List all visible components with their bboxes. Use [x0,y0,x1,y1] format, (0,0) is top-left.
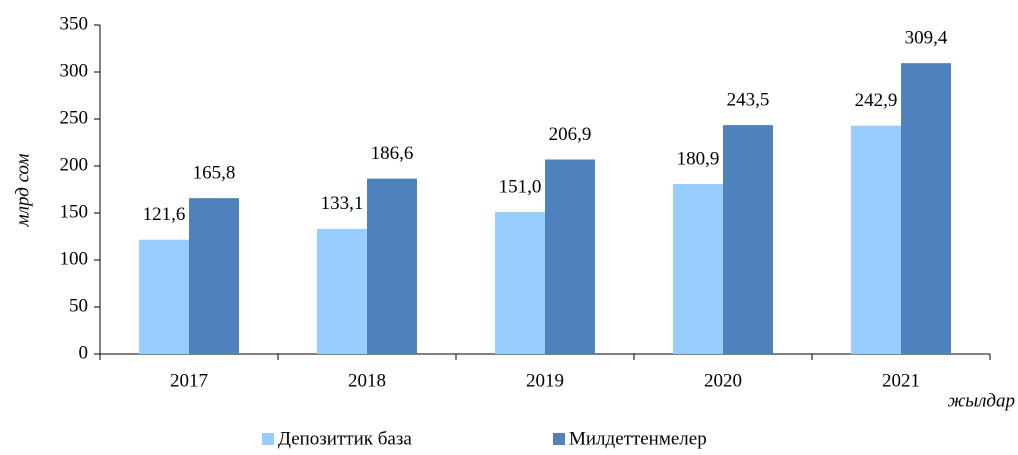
bar [545,159,595,354]
y-tick-label: 250 [60,107,89,128]
data-label: 133,1 [321,193,364,214]
legend-label: Милдеттенмелер [569,428,707,449]
legend-swatch [553,433,565,445]
data-label: 242,9 [855,90,898,111]
y-tick-label: 300 [60,60,89,81]
bar [189,198,239,354]
legend-label: Депозиттик база [278,428,412,449]
y-tick-label: 200 [60,154,89,175]
x-axis-label: жылдар [948,390,1015,411]
data-label: 180,9 [677,148,720,169]
data-label: 206,9 [549,124,592,145]
data-label: 165,8 [193,163,236,184]
bar [723,125,773,354]
data-label: 151,0 [499,176,542,197]
data-label: 243,5 [727,89,770,110]
x-tick-label: 2018 [348,370,386,391]
y-tick-label: 350 [60,13,89,34]
bar [851,125,901,354]
data-label: 309,4 [905,28,948,49]
x-tick-label: 2017 [170,370,208,391]
x-tick-label: 2021 [882,370,920,391]
y-tick-label: 100 [60,248,89,269]
data-label: 186,6 [371,143,414,164]
bar [901,63,951,354]
y-tick-label: 150 [60,201,89,222]
bar [317,228,367,354]
legend-swatch [262,433,274,445]
bar [673,183,723,354]
bar [495,212,545,354]
data-label: 121,6 [143,204,186,225]
bar [139,239,189,354]
y-tick-label: 50 [69,295,88,316]
bar [367,178,417,354]
y-tick-label: 0 [79,342,89,363]
y-axis-label: млрд сом [12,154,33,228]
x-tick-label: 2020 [704,370,742,391]
x-tick-label: 2019 [526,370,564,391]
